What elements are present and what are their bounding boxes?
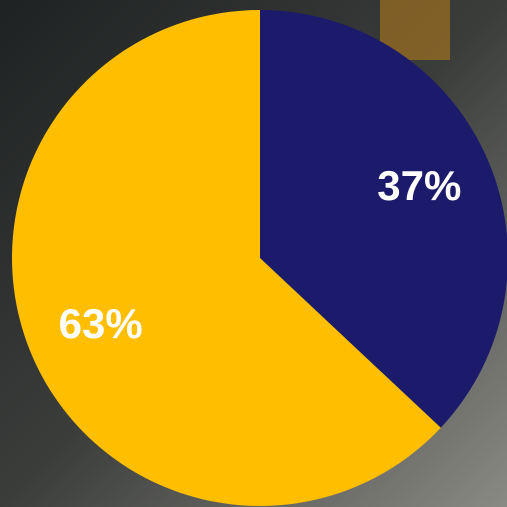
pie-slice xyxy=(260,10,507,428)
data-label: 63% xyxy=(59,300,143,347)
pie-slice xyxy=(11,10,441,506)
data-label: 37% xyxy=(377,162,461,209)
